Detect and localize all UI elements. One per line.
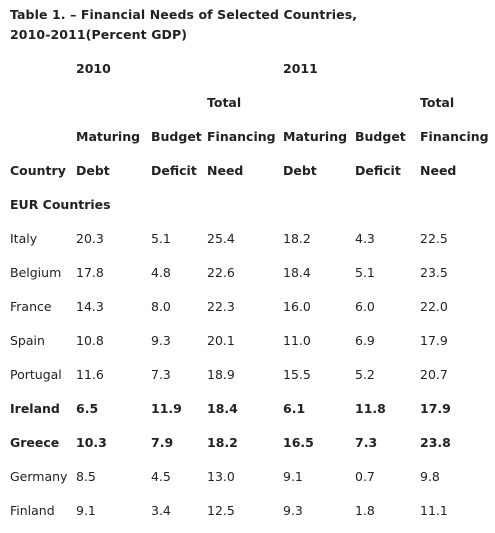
- column-header-bottom: Need: [207, 163, 244, 178]
- table-cell: 4.3: [355, 231, 375, 246]
- table-row-country: Germany: [10, 469, 68, 484]
- table-cell: 20.7: [420, 367, 448, 382]
- table-cell: 18.4: [283, 265, 311, 280]
- table-cell: 14.3: [76, 299, 104, 314]
- year-header-2011: 2011: [283, 61, 318, 76]
- table-cell: 8.0: [151, 299, 171, 314]
- column-header-top: Maturing: [76, 129, 141, 144]
- table-cell: 22.0: [420, 299, 448, 314]
- table-title: Table 1. – Financial Needs of Selected C…: [10, 7, 358, 42]
- table-cell: 5.2: [355, 367, 375, 382]
- table-cell: 16.0: [283, 299, 311, 314]
- table-cell: 1.8: [355, 503, 375, 518]
- table-cell: 9.3: [283, 503, 303, 518]
- table-row-country: Ireland: [10, 401, 60, 416]
- table-cell: 22.5: [420, 231, 448, 246]
- table-row-country: France: [10, 299, 52, 314]
- column-header-bottom: Deficit: [151, 163, 197, 178]
- table-row-country: Spain: [10, 333, 45, 348]
- table-cell: 18.2: [283, 231, 311, 246]
- table-cell: 9.3: [151, 333, 171, 348]
- column-header-top: Financing: [207, 129, 276, 144]
- header-total-2010: Total: [207, 95, 242, 110]
- column-header-bottom: Debt: [283, 163, 317, 178]
- table-cell: 23.8: [420, 435, 451, 450]
- table-cell: 18.2: [207, 435, 238, 450]
- table-cell: 23.5: [420, 265, 448, 280]
- table-cell: 7.9: [151, 435, 174, 450]
- table-cell: 18.4: [207, 401, 238, 416]
- column-header-country: Country: [10, 163, 66, 178]
- table-cell: 6.9: [355, 333, 375, 348]
- table-cell: 17.9: [420, 333, 448, 348]
- table-cell: 10.3: [76, 435, 107, 450]
- table-row-country: Greece: [10, 435, 60, 450]
- column-header-top: Maturing: [283, 129, 348, 144]
- table-cell: 9.8: [420, 469, 440, 484]
- table-row-country: Italy: [10, 231, 38, 246]
- table-cell: 9.1: [76, 503, 96, 518]
- table-cell: 18.9: [207, 367, 235, 382]
- table-cell: 11.1: [420, 503, 448, 518]
- table-cell: 7.3: [355, 435, 378, 450]
- table-cell: 10.8: [76, 333, 104, 348]
- column-header-top: Budget: [151, 129, 202, 144]
- column-header-bottom: Need: [420, 163, 457, 178]
- table-cell: 3.4: [151, 503, 171, 518]
- table-cell: 11.6: [76, 367, 104, 382]
- table-cell: 25.4: [207, 231, 235, 246]
- table-cell: 6.0: [355, 299, 375, 314]
- column-header-bottom: Deficit: [355, 163, 401, 178]
- year-header-2010: 2010: [76, 61, 111, 76]
- header-total-2011: Total: [420, 95, 455, 110]
- table-cell: 16.5: [283, 435, 314, 450]
- section-label: EUR Countries: [10, 197, 111, 212]
- column-header-top: Budget: [355, 129, 406, 144]
- table-cell: 6.5: [76, 401, 99, 416]
- table-cell: 6.1: [283, 401, 306, 416]
- table-cell: 20.1: [207, 333, 235, 348]
- table-cell: 11.8: [355, 401, 386, 416]
- table-cell: 9.1: [283, 469, 303, 484]
- table-cell: 8.5: [76, 469, 96, 484]
- column-header-top: Financing: [420, 129, 489, 144]
- table-cell: 20.3: [76, 231, 104, 246]
- table-cell: 0.7: [355, 469, 375, 484]
- table-row-country: Finland: [10, 503, 55, 518]
- table-cell: 11.0: [283, 333, 311, 348]
- table-cell: 4.8: [151, 265, 171, 280]
- table-cell: 5.1: [355, 265, 375, 280]
- table-cell: 17.8: [76, 265, 104, 280]
- table-cell: 17.9: [420, 401, 451, 416]
- table-cell: 22.6: [207, 265, 235, 280]
- table-cell: 7.3: [151, 367, 171, 382]
- table-cell: 15.5: [283, 367, 311, 382]
- column-header-bottom: Debt: [76, 163, 110, 178]
- table-cell: 22.3: [207, 299, 235, 314]
- table-cell: 11.9: [151, 401, 182, 416]
- table-row-country: Belgium: [10, 265, 62, 280]
- table-cell: 5.1: [151, 231, 171, 246]
- table-row-country: Portugal: [10, 367, 62, 382]
- table-cell: 13.0: [207, 469, 235, 484]
- table-cell: 12.5: [207, 503, 235, 518]
- table-cell: 4.5: [151, 469, 171, 484]
